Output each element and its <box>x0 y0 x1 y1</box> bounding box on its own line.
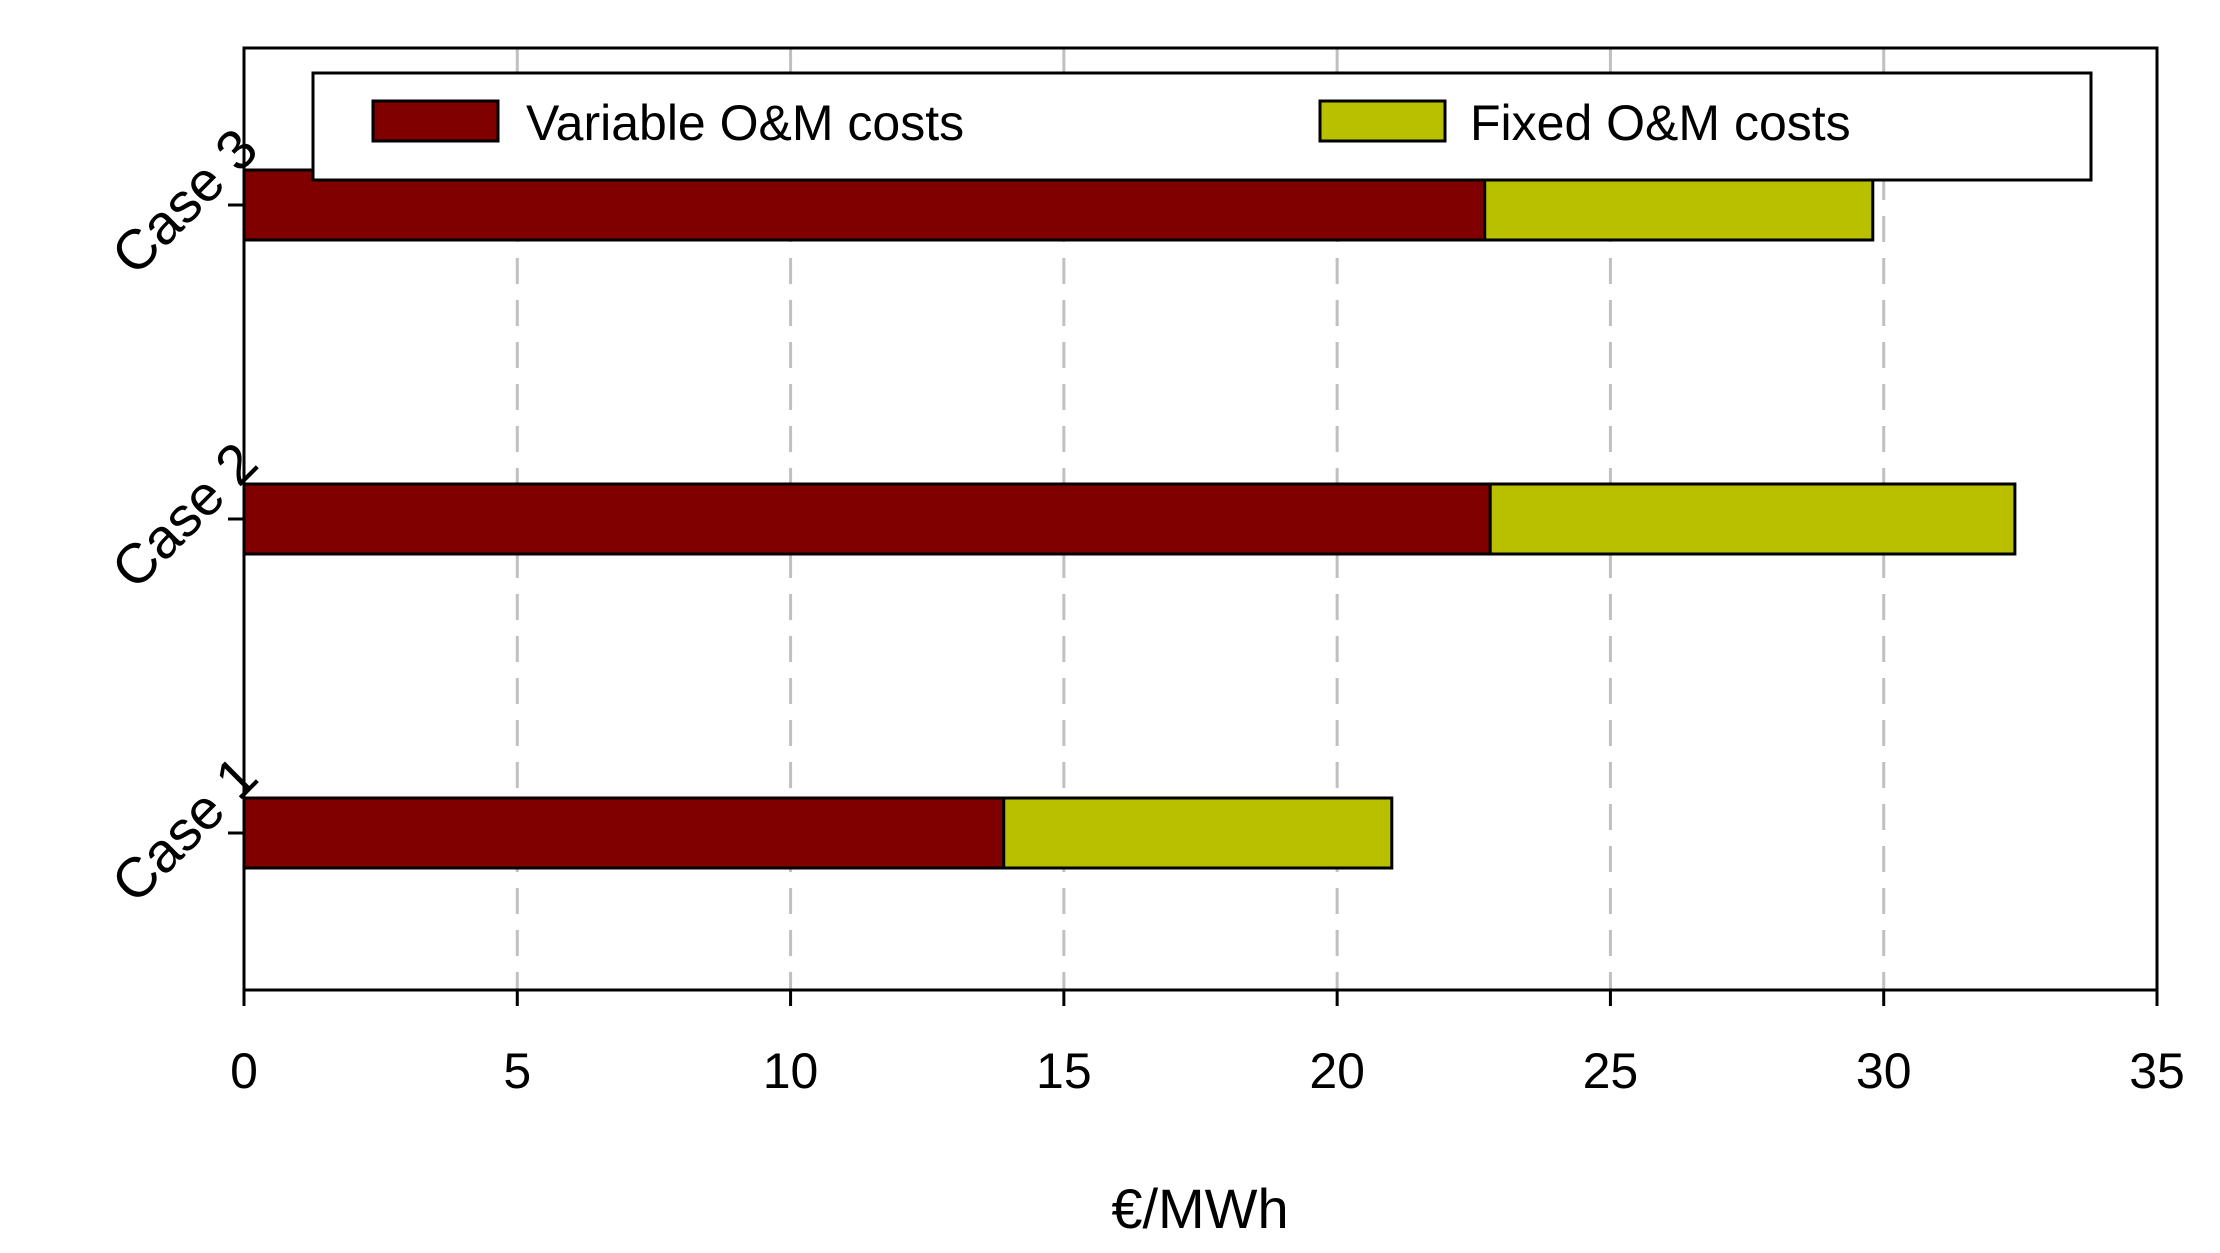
x-tick-label: 20 <box>1309 1043 1365 1099</box>
x-axis-title: €/MWh <box>1111 1177 1288 1240</box>
legend-box <box>311 71 2093 182</box>
x-tick-label: 15 <box>1036 1043 1092 1099</box>
legend-label-fixed: Fixed O&M costs <box>1470 95 1851 151</box>
legend-swatch-fixed <box>1318 99 1447 143</box>
legend-swatch-variable <box>371 99 500 143</box>
bars <box>242 168 2017 870</box>
x-tick-label: 10 <box>763 1043 819 1099</box>
legend: Variable O&M costs Fixed O&M costs <box>311 71 2093 182</box>
x-tick-label: 25 <box>1583 1043 1639 1099</box>
bar-variable-case-2 <box>242 482 1492 556</box>
x-tick-label: 5 <box>503 1043 531 1099</box>
x-tick-label: 30 <box>1856 1043 1912 1099</box>
x-tick-labels: 0 5 10 15 20 25 30 35 <box>230 1043 2185 1099</box>
bar-variable-case-1 <box>242 796 1006 870</box>
legend-label-variable: Variable O&M costs <box>526 95 964 151</box>
bar-fixed-case-2 <box>1488 482 2017 556</box>
bar-fixed-case-1 <box>1002 796 1394 870</box>
axis-ticks <box>228 203 2159 1006</box>
x-tick-label: 35 <box>2129 1043 2185 1099</box>
x-tick-label: 0 <box>230 1043 258 1099</box>
